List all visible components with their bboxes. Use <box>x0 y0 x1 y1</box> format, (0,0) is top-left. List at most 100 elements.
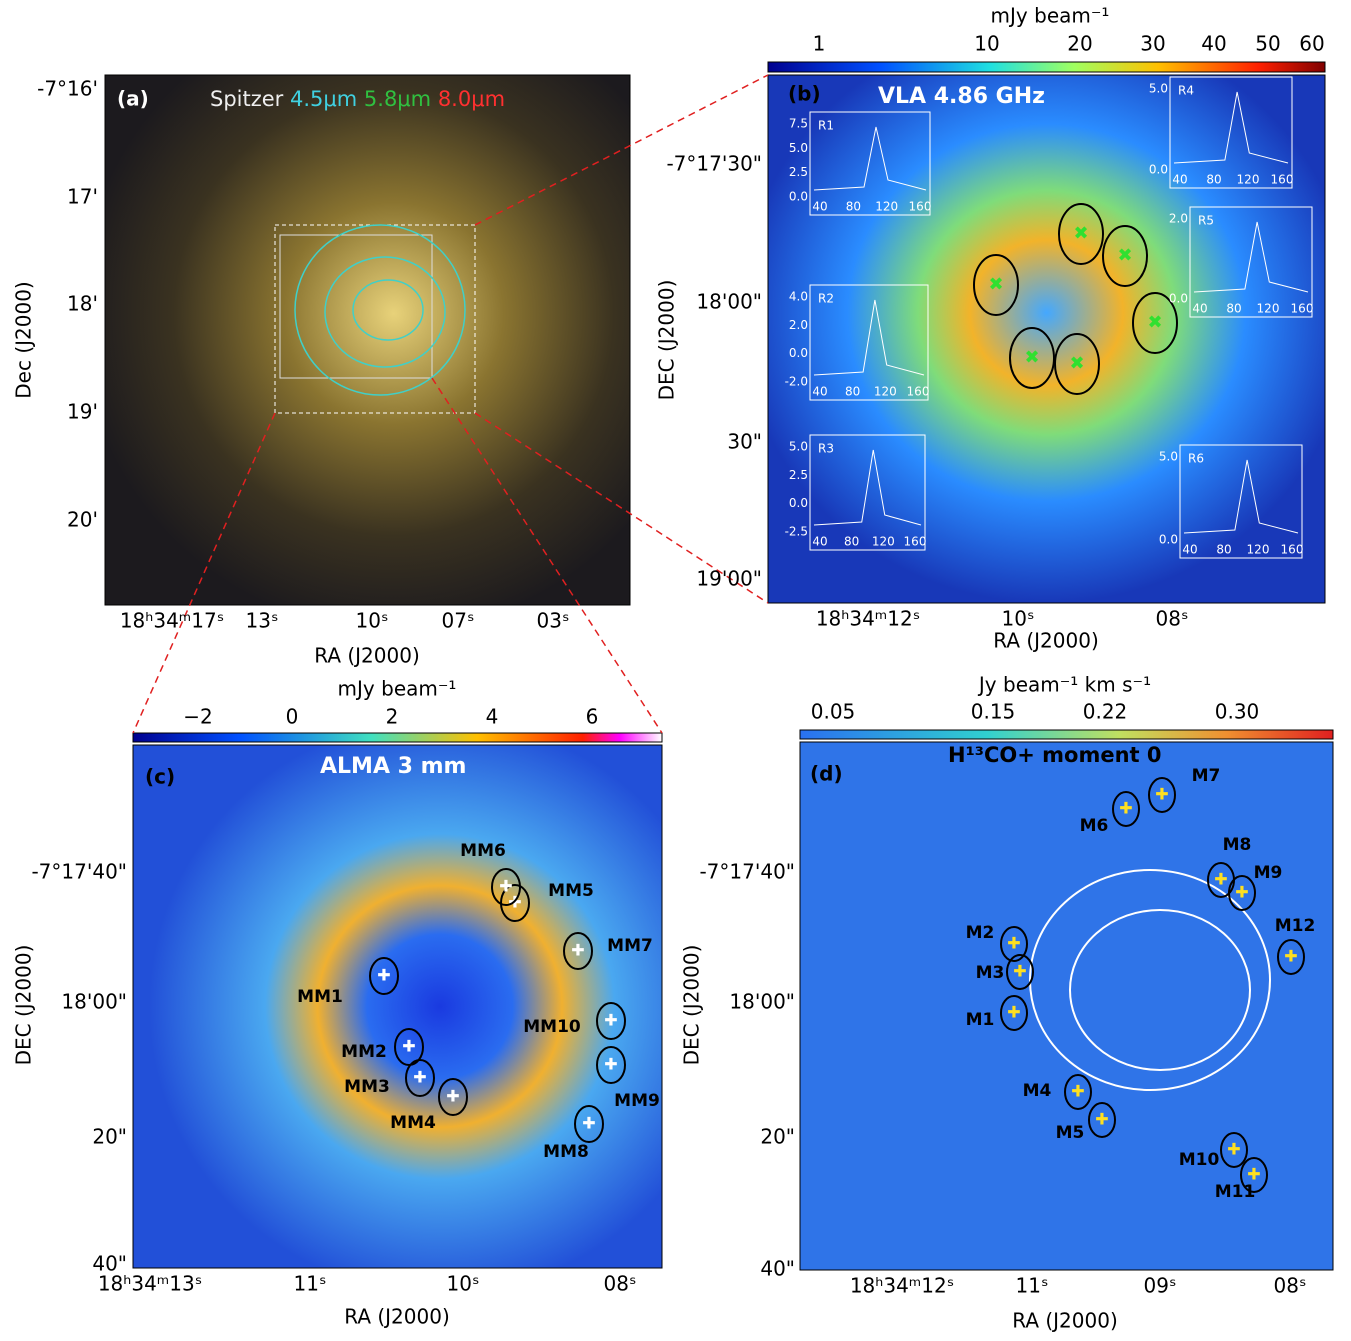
inset-y-tick: 5.0 <box>789 141 808 155</box>
inset-y-tick: 0.0 <box>789 190 808 204</box>
x-tick-label: 03ˢ <box>537 609 570 633</box>
inset-name: R5 <box>1198 214 1214 228</box>
source-label: M5 <box>1056 1123 1085 1143</box>
inset-x-tick: 80 <box>1226 302 1241 316</box>
x-tick-label: 0.22 <box>1083 700 1128 724</box>
inset-y-tick: -2.0 <box>785 375 808 389</box>
x-axis-label: RA (J2000) <box>993 629 1099 653</box>
source-label: M9 <box>1254 863 1283 883</box>
source-marker: ✚ <box>1227 1140 1240 1159</box>
panel-title: Spitzer 4.5μm 5.8μm 8.0μm <box>210 87 505 111</box>
x-tick-label: 2 <box>386 705 399 729</box>
source-label: M6 <box>1080 816 1109 836</box>
y-tick-label: 30" <box>727 430 762 454</box>
source-marker: ✚ <box>1247 1165 1260 1184</box>
inset-y-tick: 0.0 <box>1149 163 1168 177</box>
colorbar-label: mJy beam⁻¹ <box>338 677 457 701</box>
source-marker: ✖ <box>988 274 1003 295</box>
x-tick-label: 10ˢ <box>356 609 389 633</box>
source-label: MM5 <box>548 881 594 901</box>
y-tick-label: 19'00" <box>696 567 762 591</box>
colorbar-label: Jy beam⁻¹ km s⁻¹ <box>977 673 1151 697</box>
source-marker: ✖ <box>1117 245 1132 266</box>
source-marker: ✚ <box>1214 870 1227 889</box>
inset-y-tick: 5.0 <box>1159 450 1178 464</box>
inset-y-tick: 5.0 <box>789 440 808 454</box>
x-tick-label: 1 <box>813 32 826 56</box>
inset-x-tick: 40 <box>1172 173 1187 187</box>
y-tick-label: 19' <box>67 400 98 424</box>
inset-name: R1 <box>818 119 834 133</box>
inset-x-tick: 80 <box>844 535 859 549</box>
source-marker: ✚ <box>604 1011 617 1030</box>
source-marker: ✖ <box>1147 312 1162 333</box>
source-label: MM7 <box>607 936 653 956</box>
inset-x-tick: 120 <box>1247 543 1270 557</box>
inset-y-tick: 0.0 <box>789 346 808 360</box>
x-tick-label: 18ʰ34ᵐ17ˢ <box>120 609 224 633</box>
x-tick-label: 08ˢ <box>604 1272 637 1296</box>
inset-name: R3 <box>818 442 834 456</box>
x-tick-label: 50 <box>1255 32 1280 56</box>
source-marker: ✚ <box>582 1114 595 1133</box>
x-tick-label: 18ʰ34ᵐ12ˢ <box>850 1274 954 1298</box>
x-tick-label: −2 <box>183 705 212 729</box>
inset-x-tick: 40 <box>812 385 827 399</box>
inset-x-tick: 40 <box>812 535 827 549</box>
inset-x-tick: 160 <box>1271 173 1294 187</box>
y-axis-label: DEC (J2000) <box>680 945 704 1066</box>
inset-y-tick: 2.5 <box>789 468 808 482</box>
panel-label: (b) <box>788 82 821 106</box>
inset-y-tick: 0.0 <box>1159 533 1178 547</box>
x-tick-label: 0 <box>286 705 299 729</box>
source-marker: ✚ <box>1007 1003 1020 1022</box>
x-tick-label: 11ˢ <box>1016 1274 1049 1298</box>
y-axis-label: DEC (J2000) <box>12 945 36 1066</box>
title-part: 8.0μm <box>438 87 505 111</box>
x-tick-label: 11ˢ <box>294 1272 327 1296</box>
source-label: M7 <box>1192 766 1221 786</box>
source-label: MM1 <box>297 987 343 1007</box>
y-tick-label: 17' <box>67 185 98 209</box>
x-tick-label: 10 <box>974 32 999 56</box>
y-tick-label: -7°17'30" <box>666 152 762 176</box>
source-label: MM8 <box>543 1142 589 1162</box>
title-part: 5.8μm <box>364 87 431 111</box>
x-tick-label: 60 <box>1299 32 1324 56</box>
source-marker: ✚ <box>499 877 512 896</box>
y-tick-label: 18'00" <box>729 990 795 1014</box>
y-tick-label: -7°17'40" <box>699 860 795 884</box>
x-tick-label: 10ˢ <box>447 1272 480 1296</box>
source-marker: ✖ <box>1024 347 1039 368</box>
panel-title: ALMA 3 mm <box>320 754 466 779</box>
source-marker: ✚ <box>377 966 390 985</box>
inset-x-tick: 80 <box>1206 173 1221 187</box>
inset-x-tick: 40 <box>1192 302 1207 316</box>
source-marker: ✚ <box>1119 799 1132 818</box>
x-axis-label: RA (J2000) <box>344 1305 450 1329</box>
x-tick-label: 6 <box>586 705 599 729</box>
y-tick-label: 18' <box>67 292 98 316</box>
source-marker: ✚ <box>571 941 584 960</box>
inset-x-tick: 40 <box>812 200 827 214</box>
x-tick-label: 0.05 <box>811 700 856 724</box>
x-tick-label: 18ʰ34ᵐ12ˢ <box>816 607 920 631</box>
source-marker: ✖ <box>1073 223 1088 244</box>
inset-x-tick: 120 <box>872 535 895 549</box>
colorbar <box>800 730 1333 739</box>
source-label: M4 <box>1023 1081 1052 1101</box>
inset-y-tick: 2.0 <box>1169 212 1188 226</box>
source-label: MM6 <box>460 841 506 861</box>
source-marker: ✚ <box>413 1068 426 1087</box>
source-label: M2 <box>966 923 995 943</box>
inset-x-tick: 80 <box>845 385 860 399</box>
x-tick-label: 10ˢ <box>1002 607 1035 631</box>
source-marker: ✚ <box>1007 934 1020 953</box>
x-tick-label: 08ˢ <box>1274 1274 1307 1298</box>
inset-x-tick: 120 <box>1237 173 1260 187</box>
source-marker: ✚ <box>446 1087 459 1106</box>
y-tick-label: 18'00" <box>696 290 762 314</box>
source-label: M3 <box>976 963 1005 983</box>
x-axis-label: RA (J2000) <box>1012 1309 1118 1333</box>
inset-y-tick: 0.0 <box>1169 292 1188 306</box>
